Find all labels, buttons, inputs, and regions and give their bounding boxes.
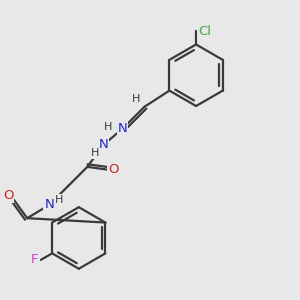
Text: N: N	[99, 138, 108, 152]
Text: H: H	[132, 94, 140, 103]
Text: H: H	[91, 148, 99, 158]
Text: H: H	[54, 195, 63, 205]
Text: N: N	[44, 199, 54, 212]
Text: O: O	[109, 163, 119, 176]
Text: Cl: Cl	[198, 25, 211, 38]
Text: F: F	[31, 254, 39, 266]
Text: O: O	[3, 189, 13, 202]
Text: N: N	[118, 122, 128, 135]
Text: H: H	[104, 122, 112, 132]
